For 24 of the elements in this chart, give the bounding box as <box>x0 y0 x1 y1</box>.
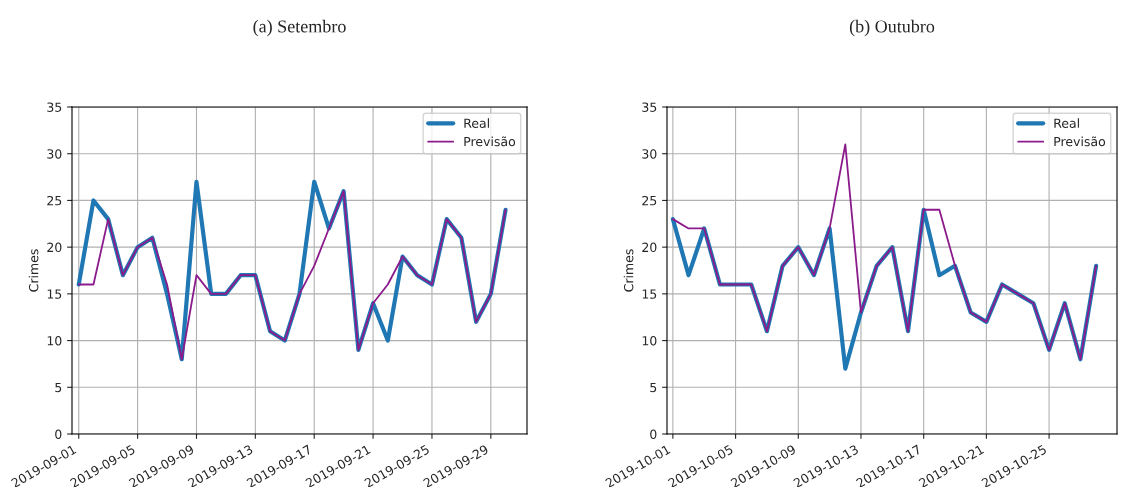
legend-label: Previsão <box>464 136 516 147</box>
chart-title: (b) Outubro <box>849 19 935 37</box>
y-tick-label: 0 <box>650 429 657 439</box>
y-tick-label: 15 <box>642 289 657 299</box>
y-tick-label: 10 <box>47 336 62 346</box>
y-axis-title: Crimes <box>28 249 39 292</box>
legend-label: Real <box>464 118 489 128</box>
y-tick-label: 30 <box>642 149 657 159</box>
y-tick-label: 25 <box>47 195 62 206</box>
y-tick-label: 0 <box>55 429 62 439</box>
legend-label: Previsão <box>1054 136 1106 147</box>
y-tick-label: 25 <box>642 195 657 206</box>
y-tick-label: 5 <box>650 382 657 393</box>
y-tick-label: 20 <box>642 242 657 253</box>
chart-title: (a) Setembro <box>253 19 346 37</box>
y-axis-title: Crimes <box>623 249 634 292</box>
y-tick-label: 30 <box>47 149 62 159</box>
y-tick-label: 10 <box>642 336 657 346</box>
y-tick-label: 15 <box>47 289 62 299</box>
legend-label: Real <box>1054 118 1079 128</box>
y-tick-label: 35 <box>47 102 62 112</box>
y-tick-label: 20 <box>47 242 62 253</box>
y-tick-label: 35 <box>642 102 657 112</box>
y-tick-label: 5 <box>55 382 62 393</box>
